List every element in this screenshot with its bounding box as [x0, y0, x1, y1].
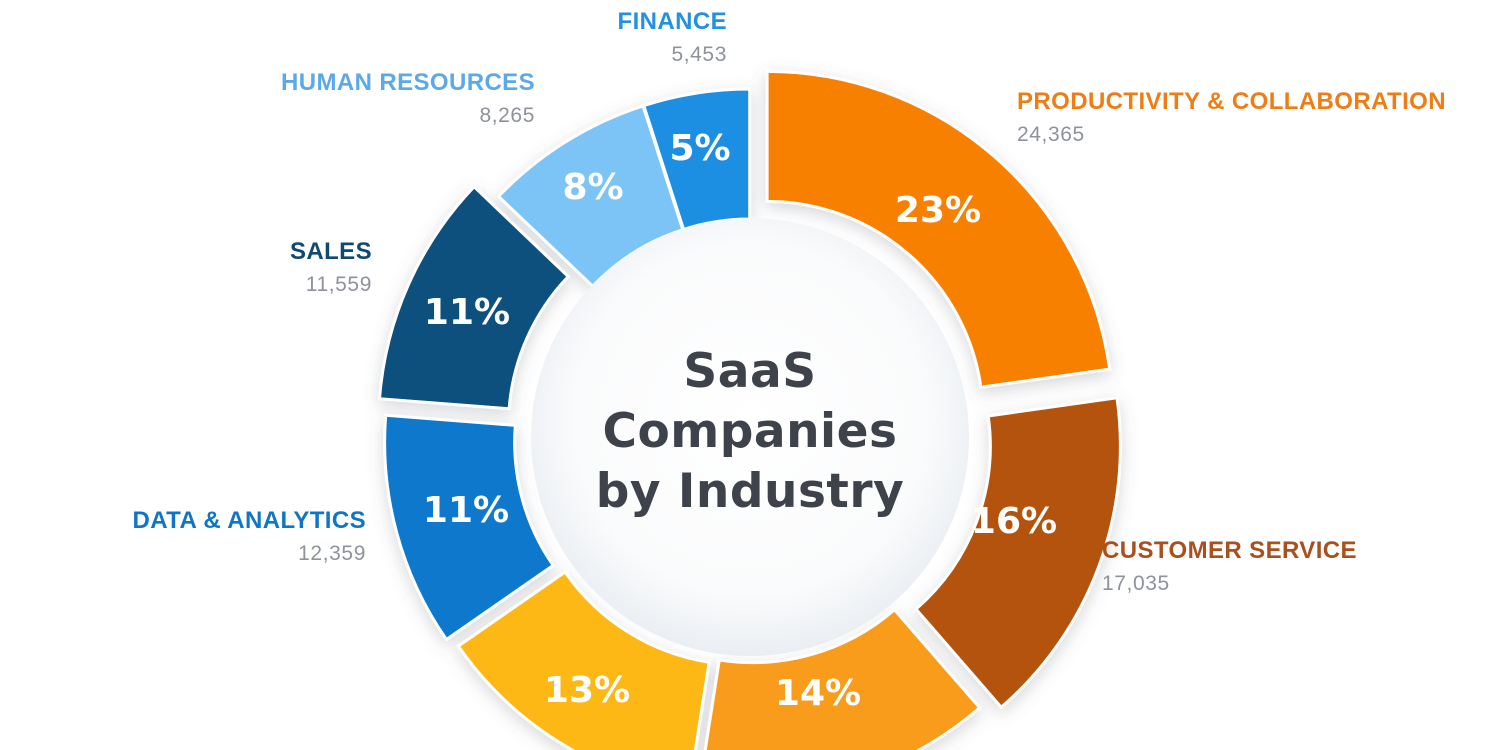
chart-title: SaaS Companies by Industry — [450, 342, 1050, 522]
callout-productivity-collaboration: PRODUCTIVITY & COLLABORATION 24,365 — [1017, 88, 1446, 147]
callout-finance-value: 5,453 — [671, 43, 727, 66]
callout-data-analytics: DATA & ANALYTICS 12,359 — [132, 507, 366, 566]
donut-slice-productivity-collaboration — [765, 69, 1112, 389]
donut-slice-sales — [377, 184, 571, 411]
slice-percent-label-unlabeled-13: 13% — [544, 670, 630, 711]
callout-data-analytics-label: DATA & ANALYTICS — [132, 507, 366, 534]
callout-human-resources: HUMAN RESOURCES 8,265 — [281, 69, 535, 128]
slice-percent-label-sales: 11% — [424, 292, 510, 333]
callout-finance: FINANCE 5,453 — [618, 8, 727, 67]
callout-human-resources-value: 8,265 — [479, 104, 535, 127]
callout-productivity-collaboration-label: PRODUCTIVITY & COLLABORATION — [1017, 88, 1446, 115]
callout-customer-service-label: CUSTOMER SERVICE — [1102, 537, 1357, 564]
callout-data-analytics-value: 12,359 — [298, 542, 366, 565]
donut-slice-customer-service — [913, 396, 1122, 710]
slice-percent-label-human-resources: 8% — [562, 167, 623, 208]
slice-percent-label-productivity-collaboration: 23% — [895, 190, 981, 231]
chart-title-line-2: Companies — [602, 404, 898, 459]
donut-slice-unlabeled-13 — [456, 569, 711, 750]
slice-percent-label-data-analytics: 11% — [423, 490, 509, 531]
donut-slice-data-analytics — [383, 413, 556, 642]
callout-sales-label: SALES — [289, 238, 372, 265]
callout-human-resources-label: HUMAN RESOURCES — [280, 69, 535, 96]
callout-customer-service: CUSTOMER SERVICE 17,035 — [1102, 537, 1357, 596]
donut-center-disc — [531, 218, 969, 656]
donut-slice-unlabeled-14 — [703, 607, 982, 750]
callout-finance-label: FINANCE — [617, 8, 727, 35]
chart-title-line-3: by Industry — [595, 464, 905, 519]
callout-sales: SALES 11,559 — [290, 238, 372, 297]
callout-customer-service-value: 17,035 — [1102, 572, 1170, 595]
callout-productivity-collaboration-value: 24,365 — [1017, 123, 1085, 146]
slice-percent-label-unlabeled-14: 14% — [775, 673, 861, 714]
chart-title-line-1: SaaS — [683, 344, 817, 399]
slice-percent-label-finance: 5% — [669, 128, 730, 169]
slice-percent-label-customer-service: 16% — [971, 501, 1057, 542]
callout-sales-value: 11,559 — [305, 273, 372, 296]
